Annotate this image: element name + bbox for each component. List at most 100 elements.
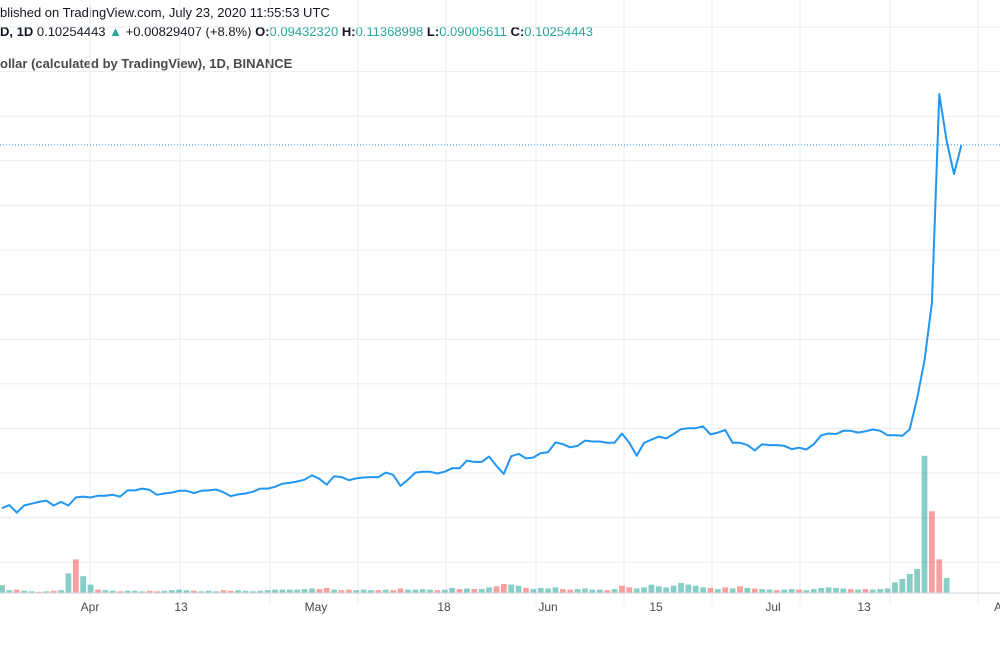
volume-bar: [412, 589, 419, 593]
volume-bar: [500, 584, 507, 593]
volume-bar: [626, 587, 633, 593]
volume-bar: [707, 587, 714, 593]
volume-bar: [869, 589, 876, 593]
volume-bar: [139, 591, 146, 593]
volume-bar: [936, 559, 943, 593]
x-tick-label: Apr: [81, 600, 100, 614]
volume-bar: [596, 589, 603, 593]
volume-bar: [161, 590, 168, 593]
volume-bar: [102, 590, 109, 593]
volume-bar: [58, 590, 64, 593]
chart-grid: [0, 0, 1000, 605]
volume-bar: [810, 589, 817, 593]
volume-bar: [552, 587, 559, 593]
volume-bar: [405, 589, 411, 593]
volume-bar: [633, 588, 640, 593]
volume-bar: [604, 590, 611, 593]
volume-bar: [80, 576, 87, 593]
x-tick-label: 18: [437, 600, 451, 614]
price-change: +0.00829407 (+8.8%): [125, 24, 252, 39]
volume-bar: [43, 591, 50, 593]
volume-bar: [692, 585, 699, 593]
price-series-line: [1, 93, 963, 514]
volume-bar: [589, 589, 596, 593]
volume-bar: [751, 588, 758, 593]
x-tick-label: A: [994, 600, 1000, 614]
volume-bar: [537, 587, 544, 593]
volume-bar: [353, 590, 360, 593]
volume-bar: [257, 590, 264, 593]
volume-bar: [345, 589, 352, 593]
volume-bar: [168, 590, 175, 593]
volume-bar: [523, 587, 529, 593]
volume-bar: [154, 591, 160, 593]
volume-bar: [914, 568, 921, 593]
volume-bar: [899, 579, 906, 593]
symbol-interval: D, 1D: [0, 24, 34, 39]
volume-bar: [309, 588, 315, 593]
x-tick-label: May: [305, 600, 328, 614]
volume-bar: [486, 587, 492, 593]
volume-bar: [774, 590, 780, 593]
volume-bar: [818, 587, 825, 593]
volume-bar: [286, 589, 293, 593]
volume-bar: [190, 590, 197, 593]
volume-bar: [766, 589, 773, 593]
volume-bar: [641, 587, 647, 593]
open-value: 0.09432320: [269, 24, 339, 39]
volume-bar: [825, 587, 832, 593]
x-tick-label: Jul: [765, 600, 780, 614]
volume-bar: [508, 584, 515, 593]
published-info: blished on TradingView.com, July 23, 202…: [0, 5, 330, 20]
volume-bar: [220, 590, 227, 593]
volume-bar: [235, 590, 242, 593]
volume-bar: [855, 589, 861, 593]
x-tick-label: 15: [649, 600, 663, 614]
x-tick-label: 13: [174, 600, 188, 614]
volume-bar: [884, 588, 891, 593]
volume-bar: [360, 589, 367, 593]
volume-bar: [648, 584, 655, 593]
volume-bar: [796, 589, 802, 593]
volume-bar: [375, 590, 382, 593]
x-tick-label: Jun: [538, 600, 557, 614]
volume-bar: [567, 589, 574, 593]
volume-bar: [242, 590, 249, 593]
volume-bar: [928, 511, 935, 593]
volume-bar: [6, 590, 13, 593]
volume-bar: [382, 589, 389, 593]
volume-bar: [744, 587, 751, 593]
volume-bar: [131, 590, 138, 593]
volume-bar: [574, 589, 581, 593]
volume-bar: [670, 585, 677, 593]
low-label: L:: [426, 24, 440, 39]
close-value: 0.10254443: [524, 24, 593, 39]
volume-bar: [655, 586, 662, 593]
volume-bar: [146, 590, 153, 593]
volume-bar: [250, 591, 256, 593]
volume-bar: [198, 591, 205, 593]
volume-bar: [434, 590, 441, 593]
volume-bar: [456, 589, 463, 593]
volume-bar: [390, 590, 397, 593]
volume-bar: [847, 589, 854, 593]
volume-bar: [368, 590, 374, 593]
volume-bar: [685, 584, 692, 593]
volume-bar: [294, 589, 301, 593]
volume-bar: [419, 589, 426, 593]
volume-bar: [906, 573, 913, 593]
volume-bar: [338, 590, 345, 593]
volume-bar: [892, 582, 898, 593]
volume-bar: [449, 587, 456, 593]
volume-bar: [397, 588, 404, 593]
volume-bar: [264, 590, 271, 593]
high-label: H:: [341, 24, 356, 39]
volume-bar: [183, 590, 190, 593]
volume-bar: [331, 589, 337, 593]
open-label: O:: [255, 24, 270, 39]
volume-bar: [678, 582, 684, 593]
volume-bar: [117, 591, 123, 593]
volume-bar: [441, 589, 448, 593]
chart-subtitle: ollar (calculated by TradingView), 1D, B…: [0, 56, 293, 71]
